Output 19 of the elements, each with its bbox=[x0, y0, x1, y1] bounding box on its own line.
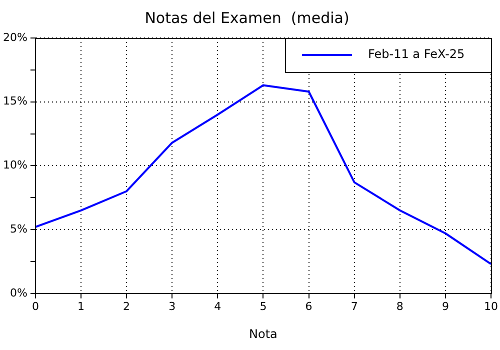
x-axis-title: Nota bbox=[249, 326, 278, 341]
x-tick-label: 7 bbox=[350, 300, 358, 313]
x-tick-label: 10 bbox=[484, 300, 498, 313]
x-tick-label: 0 bbox=[32, 300, 39, 313]
y-tick-label: 20% bbox=[2, 30, 28, 44]
x-tick-label: 5 bbox=[260, 300, 267, 313]
x-tick-label: 6 bbox=[305, 300, 312, 313]
legend-label: Feb-11 a FeX-25 bbox=[368, 47, 465, 62]
x-tick-label: 8 bbox=[396, 300, 404, 313]
x-tick-label: 9 bbox=[442, 300, 449, 313]
y-tick-label: 10% bbox=[2, 158, 28, 172]
y-tick-label: 15% bbox=[2, 94, 28, 108]
y-tick-label: 0% bbox=[10, 286, 28, 300]
x-tick-label: 1 bbox=[78, 300, 85, 313]
x-tick-label: 2 bbox=[123, 300, 130, 313]
y-tick-label: 5% bbox=[10, 222, 28, 236]
x-tick-label: 4 bbox=[214, 300, 222, 313]
chart-title: Notas del Examen (media) bbox=[144, 8, 350, 27]
x-tick-label: 3 bbox=[168, 300, 176, 313]
